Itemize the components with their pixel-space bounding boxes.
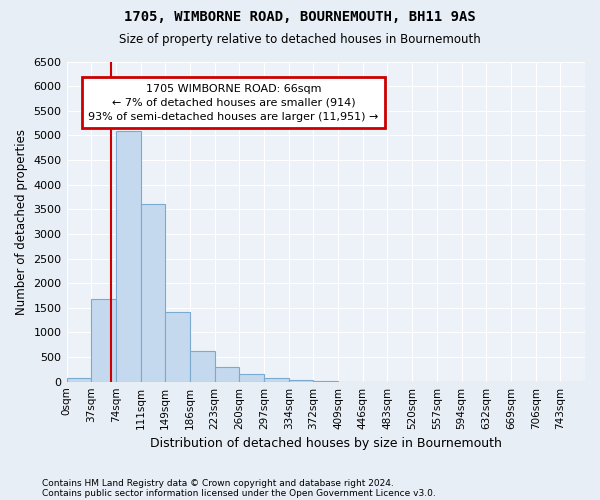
- Bar: [239, 374, 264, 382]
- Bar: [165, 312, 190, 382]
- Text: Size of property relative to detached houses in Bournemouth: Size of property relative to detached ho…: [119, 32, 481, 46]
- Bar: [264, 378, 289, 382]
- Text: Contains public sector information licensed under the Open Government Licence v3: Contains public sector information licen…: [42, 488, 436, 498]
- Bar: [215, 367, 239, 382]
- Bar: [289, 380, 313, 382]
- Y-axis label: Number of detached properties: Number of detached properties: [15, 128, 28, 314]
- Bar: [140, 204, 165, 382]
- Text: Contains HM Land Registry data © Crown copyright and database right 2024.: Contains HM Land Registry data © Crown c…: [42, 478, 394, 488]
- Bar: [91, 299, 116, 382]
- Bar: [190, 351, 215, 382]
- Bar: [67, 378, 91, 382]
- X-axis label: Distribution of detached houses by size in Bournemouth: Distribution of detached houses by size …: [150, 437, 502, 450]
- Bar: [116, 132, 140, 382]
- Text: 1705 WIMBORNE ROAD: 66sqm
← 7% of detached houses are smaller (914)
93% of semi-: 1705 WIMBORNE ROAD: 66sqm ← 7% of detach…: [88, 84, 379, 122]
- Text: 1705, WIMBORNE ROAD, BOURNEMOUTH, BH11 9AS: 1705, WIMBORNE ROAD, BOURNEMOUTH, BH11 9…: [124, 10, 476, 24]
